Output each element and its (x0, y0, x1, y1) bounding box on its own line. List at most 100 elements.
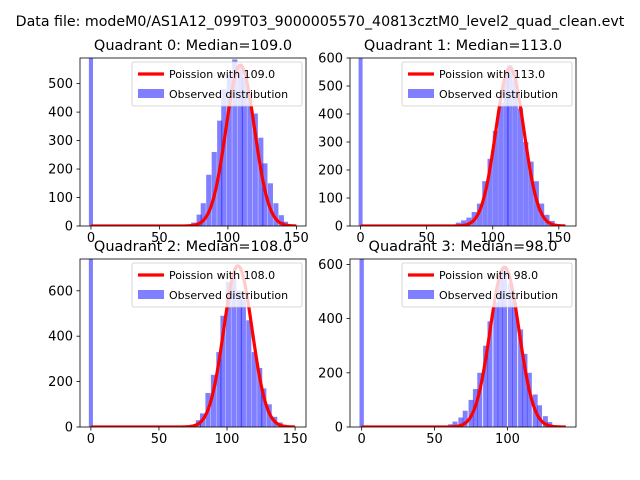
y-tick-label: 0 (65, 220, 73, 235)
histogram-bar (273, 203, 279, 226)
histogram-bar (257, 367, 263, 427)
y-tick-label: 100 (318, 192, 343, 207)
histogram-bar (507, 283, 513, 427)
histogram-bar (507, 65, 513, 226)
y-tick-label: 400 (318, 312, 343, 327)
histogram-bar (498, 102, 504, 226)
quadrant-title: Quadrant 1: Median=113.0 (364, 38, 562, 54)
quadrant-0-plot: 0 50 100 150 0 100 200 300 400 500 Quadrant 0: Med… (48, 38, 309, 246)
histogram-bar (240, 299, 246, 427)
legend-hist-swatch (138, 290, 164, 299)
histogram-bar (466, 217, 472, 226)
histogram-bar (502, 267, 508, 427)
histogram-bar (476, 203, 483, 226)
histogram-bar (492, 130, 498, 226)
histogram-bar (252, 113, 258, 226)
poisson-fit-line (359, 66, 567, 226)
histogram-bar (487, 321, 493, 427)
histogram-bar (225, 281, 231, 427)
histogram-bar (251, 352, 257, 427)
legend-fit-label: Poission with 109.0 (169, 68, 275, 81)
histogram-bar (210, 374, 216, 427)
x-tick-label: 100 (480, 231, 505, 246)
figure-suptitle: Data file: modeM0/AS1A12_099T03_90000055… (16, 14, 625, 30)
y-tick-label: 200 (48, 163, 73, 178)
histogram-bar (522, 353, 528, 427)
histogram-bar (206, 174, 212, 226)
histogram-zero-bar (358, 58, 363, 226)
y-tick-label: 0 (65, 421, 73, 436)
histogram-bar (458, 417, 464, 427)
histogram-bar (196, 214, 202, 226)
x-tick-label: 150 (283, 432, 308, 447)
histogram-bar (517, 108, 524, 226)
histogram-bar (237, 65, 243, 226)
poisson-fit-line (360, 265, 567, 427)
quadrant-2-plot: 0 50 100 150 0 200 400 600 Quadrant 2: Median=10… (48, 239, 307, 447)
y-tick-label: 0 (335, 421, 343, 436)
histogram-bar (221, 89, 227, 226)
y-tick-label: 600 (48, 284, 73, 299)
histogram-bar (200, 203, 206, 226)
y-tick-label: 500 (318, 80, 343, 95)
legend-hist-label: Observed distribution (169, 88, 288, 101)
histogram-bar (483, 345, 489, 427)
legend-hist-label: Observed distribution (169, 289, 288, 302)
histogram-bar (258, 137, 264, 226)
legend-hist-swatch (408, 290, 434, 299)
histogram-bar (518, 329, 524, 427)
histogram-bar (241, 77, 247, 226)
histogram-bar (461, 220, 467, 226)
y-tick-label: 300 (48, 134, 73, 149)
histogram-bar (528, 161, 534, 226)
legend-hist-swatch (408, 89, 434, 98)
poisson-fit-line (89, 264, 297, 427)
y-tick-label: 600 (318, 52, 343, 67)
y-tick-label: 400 (48, 330, 73, 345)
histogram-bar (232, 59, 238, 226)
quadrant-1-plot: 0 50 100 150 0 100 200 300 400 500 600 Quadrant 1: … (318, 38, 577, 246)
histogram-bar (462, 410, 468, 427)
histogram-bar (247, 96, 253, 226)
plot-area (88, 259, 297, 427)
x-tick-label: 0 (356, 231, 364, 246)
axes-frame (79, 57, 307, 227)
x-tick-label: 50 (418, 231, 435, 246)
y-tick-label: 600 (318, 258, 343, 273)
axes-frame (349, 258, 577, 428)
histogram-bar (278, 215, 284, 226)
legend-box (131, 61, 303, 107)
axes-frame (79, 258, 307, 428)
y-tick-label: 200 (318, 366, 343, 381)
x-tick-label: 100 (215, 432, 240, 447)
x-tick-label: 50 (151, 432, 168, 447)
histogram-bar (226, 75, 232, 226)
legend-fit-label: Poission with 108.0 (169, 269, 275, 282)
histogram-zero-bar (88, 58, 94, 226)
histogram-bar (452, 421, 458, 427)
histogram-bar (216, 352, 222, 427)
legend-fit-label: Poission with 113.0 (439, 68, 545, 81)
histogram-bar (482, 181, 488, 226)
histogram-bar (487, 158, 493, 226)
x-tick-label: 0 (87, 432, 95, 447)
legend: Poission with 108.0 Observed distribution (131, 262, 303, 308)
y-tick-label: 300 (318, 136, 343, 151)
histogram-zero-bar (359, 259, 364, 427)
y-tick-label: 0 (335, 220, 343, 235)
legend: Poission with 98.0 Observed distribution (401, 262, 573, 308)
plot-area (359, 259, 567, 427)
plot-area (88, 58, 298, 226)
legend-box (401, 262, 573, 308)
legend-hist-label: Observed distribution (439, 88, 558, 101)
y-tick-label: 500 (48, 77, 73, 92)
histogram-bar (246, 320, 252, 427)
legend-hist-label: Observed distribution (439, 289, 558, 302)
histogram-bar (477, 372, 483, 427)
legend-fit-label: Poission with 98.0 (439, 269, 538, 282)
poisson-fit-line (90, 63, 298, 226)
histogram-bar (523, 142, 529, 226)
histogram-bar (526, 372, 532, 427)
histogram-bar (493, 302, 499, 427)
y-tick-label: 200 (48, 375, 73, 390)
